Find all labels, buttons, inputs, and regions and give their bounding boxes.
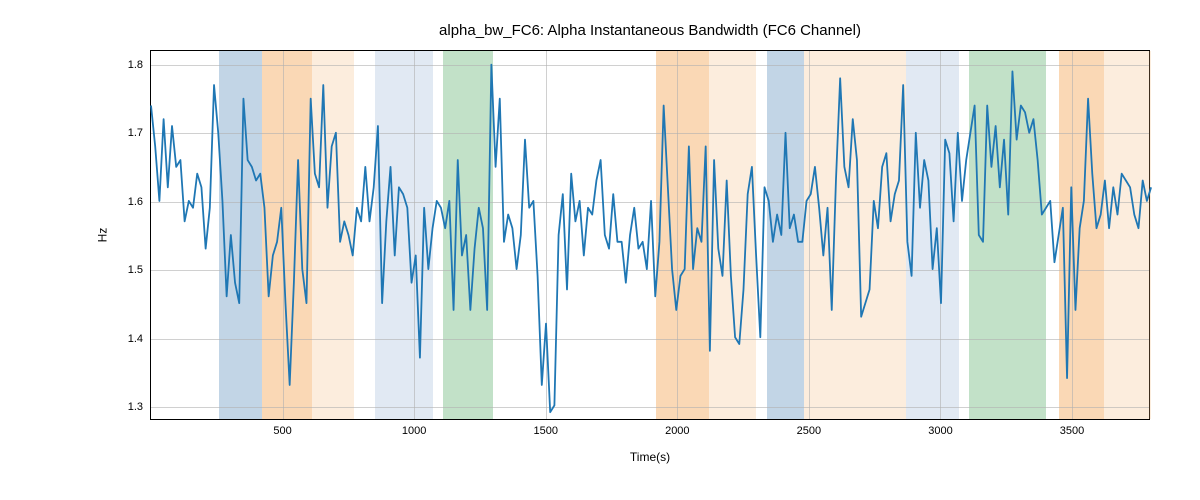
- plot-frame: 1.31.41.51.61.71.85001000150020002500300…: [150, 50, 1150, 420]
- chart-plot-area: 1.31.41.51.61.71.85001000150020002500300…: [150, 50, 1150, 420]
- x-tick-label: 3000: [928, 425, 952, 437]
- x-tick-label: 2500: [797, 425, 821, 437]
- line-series: [151, 51, 1149, 419]
- chart-title: alpha_bw_FC6: Alpha Instantaneous Bandwi…: [150, 22, 1150, 39]
- y-tick-label: 1.4: [128, 333, 143, 345]
- y-axis-label: Hz: [95, 50, 110, 420]
- x-tick-label: 3500: [1060, 425, 1084, 437]
- x-tick-label: 2000: [665, 425, 689, 437]
- y-tick-label: 1.7: [128, 127, 143, 139]
- x-tick-label: 1500: [533, 425, 557, 437]
- x-axis-label: Time(s): [150, 450, 1150, 464]
- y-tick-label: 1.8: [128, 59, 143, 71]
- y-tick-label: 1.3: [128, 401, 143, 413]
- x-tick-label: 1000: [402, 425, 426, 437]
- y-tick-label: 1.5: [128, 264, 143, 276]
- y-tick-label: 1.6: [128, 196, 143, 208]
- x-tick-label: 500: [273, 425, 291, 437]
